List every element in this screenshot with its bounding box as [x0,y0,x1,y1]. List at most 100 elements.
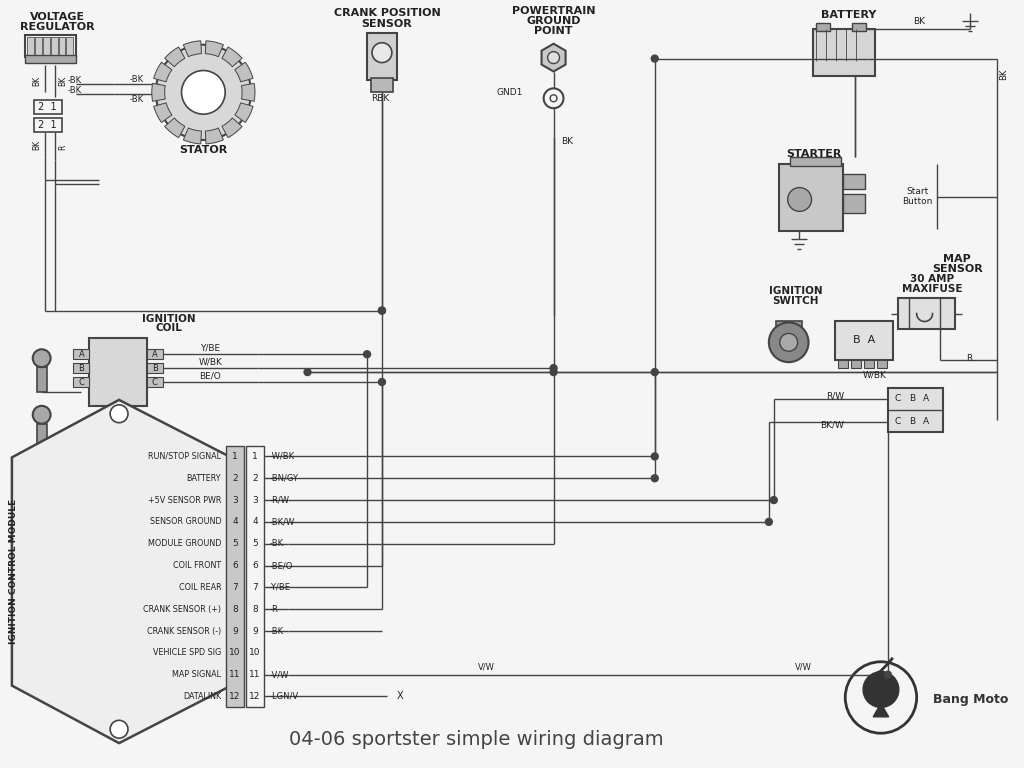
Text: COIL REAR: COIL REAR [178,583,221,592]
Text: -BK: -BK [68,76,82,85]
Circle shape [769,323,809,362]
Text: 9: 9 [232,627,238,636]
Circle shape [651,475,658,482]
Wedge shape [234,62,253,82]
Bar [25,55,77,62]
Text: RBK: RBK [371,94,389,103]
Circle shape [550,369,557,376]
Wedge shape [205,41,223,57]
Bar [776,320,802,330]
Circle shape [765,518,772,525]
Circle shape [364,351,371,358]
Circle shape [885,671,891,678]
Bar [50,37,57,55]
Circle shape [651,55,658,62]
Bar [58,37,66,55]
Text: MAXIFUSE: MAXIFUSE [902,283,963,294]
Circle shape [33,406,50,424]
Circle shape [379,379,385,386]
Bar [836,320,893,360]
Polygon shape [542,44,565,71]
Bar [371,78,393,92]
Wedge shape [222,118,242,137]
Polygon shape [12,400,231,743]
Text: CRANK SENSOR (+): CRANK SENSOR (+) [143,604,221,614]
Text: R: R [967,354,973,362]
Text: A: A [79,349,84,359]
Text: IGNITION: IGNITION [142,313,196,323]
Text: BK: BK [912,18,925,26]
Wedge shape [154,103,172,122]
Bar [37,367,47,392]
Text: R/W: R/W [826,392,844,400]
Text: B: B [152,363,158,372]
Bar [864,360,874,368]
Circle shape [33,349,50,367]
Text: SENSOR: SENSOR [932,264,983,274]
Bar [74,349,89,359]
Text: B  A: B A [853,336,876,346]
Text: -BE/O: -BE/O [270,561,293,570]
Text: -BK: -BK [270,539,284,548]
Text: BK: BK [58,76,67,87]
Text: 11: 11 [229,670,241,679]
Text: -LGN/V: -LGN/V [270,692,299,701]
Text: B: B [79,363,84,372]
Text: GROUND: GROUND [526,16,581,26]
Bar [89,339,146,406]
Bar [67,37,74,55]
Bar [888,388,943,432]
Circle shape [863,672,899,707]
Text: SENSOR: SENSOR [361,19,413,29]
Text: B: B [908,417,914,426]
Text: -Y/BE: -Y/BE [270,583,291,592]
Text: COIL FRONT: COIL FRONT [173,561,221,570]
Text: Y/BE: Y/BE [201,344,220,353]
Text: 8: 8 [252,604,258,614]
Text: REGULATOR: REGULATOR [20,22,95,31]
Bar [779,164,843,231]
Text: 7: 7 [252,583,258,592]
Bar [843,174,865,189]
Text: R: R [58,144,67,150]
Text: -BK: -BK [270,627,284,636]
Circle shape [111,405,128,422]
Bar [367,33,397,81]
Circle shape [156,45,251,140]
Circle shape [779,333,798,351]
Text: 5: 5 [252,539,258,548]
Circle shape [651,453,658,460]
Wedge shape [205,128,223,144]
Text: STARTER: STARTER [785,149,841,159]
Text: A: A [152,349,158,359]
Text: A: A [923,417,929,426]
Text: V/W: V/W [477,662,495,671]
Circle shape [379,307,385,314]
Circle shape [787,187,811,211]
Text: CRANK SENSOR (-): CRANK SENSOR (-) [147,627,221,636]
Text: BK: BK [32,140,41,150]
Wedge shape [183,128,202,144]
Wedge shape [877,670,886,676]
Bar [898,298,955,329]
Text: POINT: POINT [535,26,572,36]
Text: BK: BK [32,76,41,87]
Text: C: C [79,378,84,386]
Bar [43,37,49,55]
Circle shape [379,307,385,314]
Bar [852,23,866,31]
Text: 11: 11 [249,670,261,679]
Text: 8: 8 [232,604,238,614]
Text: STATOR: STATOR [179,145,227,155]
Text: -BN/GY: -BN/GY [270,474,299,483]
Text: 3: 3 [232,495,238,505]
Wedge shape [242,84,255,101]
Bar [226,445,244,707]
Bar [74,363,89,373]
Wedge shape [183,41,202,57]
Text: Bang Moto: Bang Moto [933,693,1008,706]
Text: X: X [397,691,403,701]
Text: 3: 3 [252,495,258,505]
Bar [34,101,61,114]
Text: W/BK: W/BK [199,358,222,366]
